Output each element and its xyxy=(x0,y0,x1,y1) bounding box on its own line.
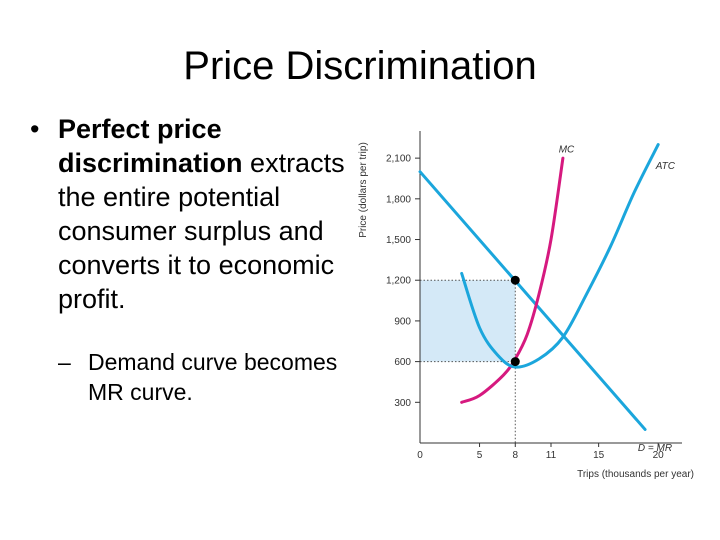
y-axis-label: Price (dollars per trip) xyxy=(358,142,369,238)
curve-mc xyxy=(460,156,565,404)
y-tick-label-1500: 1,500 xyxy=(386,235,411,246)
y-tick-label-1800: 1,800 xyxy=(386,194,411,205)
y-tick-label-2100: 2,100 xyxy=(386,154,411,165)
label-mc: MC xyxy=(559,145,575,156)
price-discrimination-chart: 300 600 900 1,200 1,500 1,800 2,100 0 5 8 11 15 20 Tr… xyxy=(358,131,694,480)
x-tick-label-5: 5 xyxy=(477,450,483,461)
curve-atc xyxy=(460,143,660,369)
x-tick-label-15: 15 xyxy=(593,450,605,461)
bullet-marker: • xyxy=(30,114,40,144)
y-tick-label-300: 300 xyxy=(394,398,411,409)
y-tick-label-1200: 1,200 xyxy=(386,276,411,287)
x-tick-label-11: 11 xyxy=(546,450,557,461)
point-8-1200 xyxy=(510,275,520,285)
sub-bullet-text: Demand curve becomes MR curve. xyxy=(88,349,338,405)
x-axis-label: Trips (thousands per year) xyxy=(577,469,694,480)
y-tick-label-900: 900 xyxy=(394,316,411,327)
bullet-bold-text: Perfect price discrimination xyxy=(58,114,243,178)
point-8-600 xyxy=(510,357,520,367)
bullet-rest-text: extracts the entire potential consumer s… xyxy=(58,148,345,314)
bullet-text: Perfect price discrimination extracts th… xyxy=(58,112,368,316)
curve-d-mr xyxy=(418,170,647,431)
label-d-mr: D = MR xyxy=(638,443,672,454)
label-atc: ATC xyxy=(655,161,676,172)
y-tick-label-600: 600 xyxy=(394,357,411,368)
x-tick-label-8: 8 xyxy=(512,450,518,461)
slide-title: Price Discrimination xyxy=(183,44,537,88)
x-tick-label-0: 0 xyxy=(417,450,423,461)
x-tick-label-20: 20 xyxy=(653,450,665,461)
sub-bullet-marker: – xyxy=(58,349,71,375)
